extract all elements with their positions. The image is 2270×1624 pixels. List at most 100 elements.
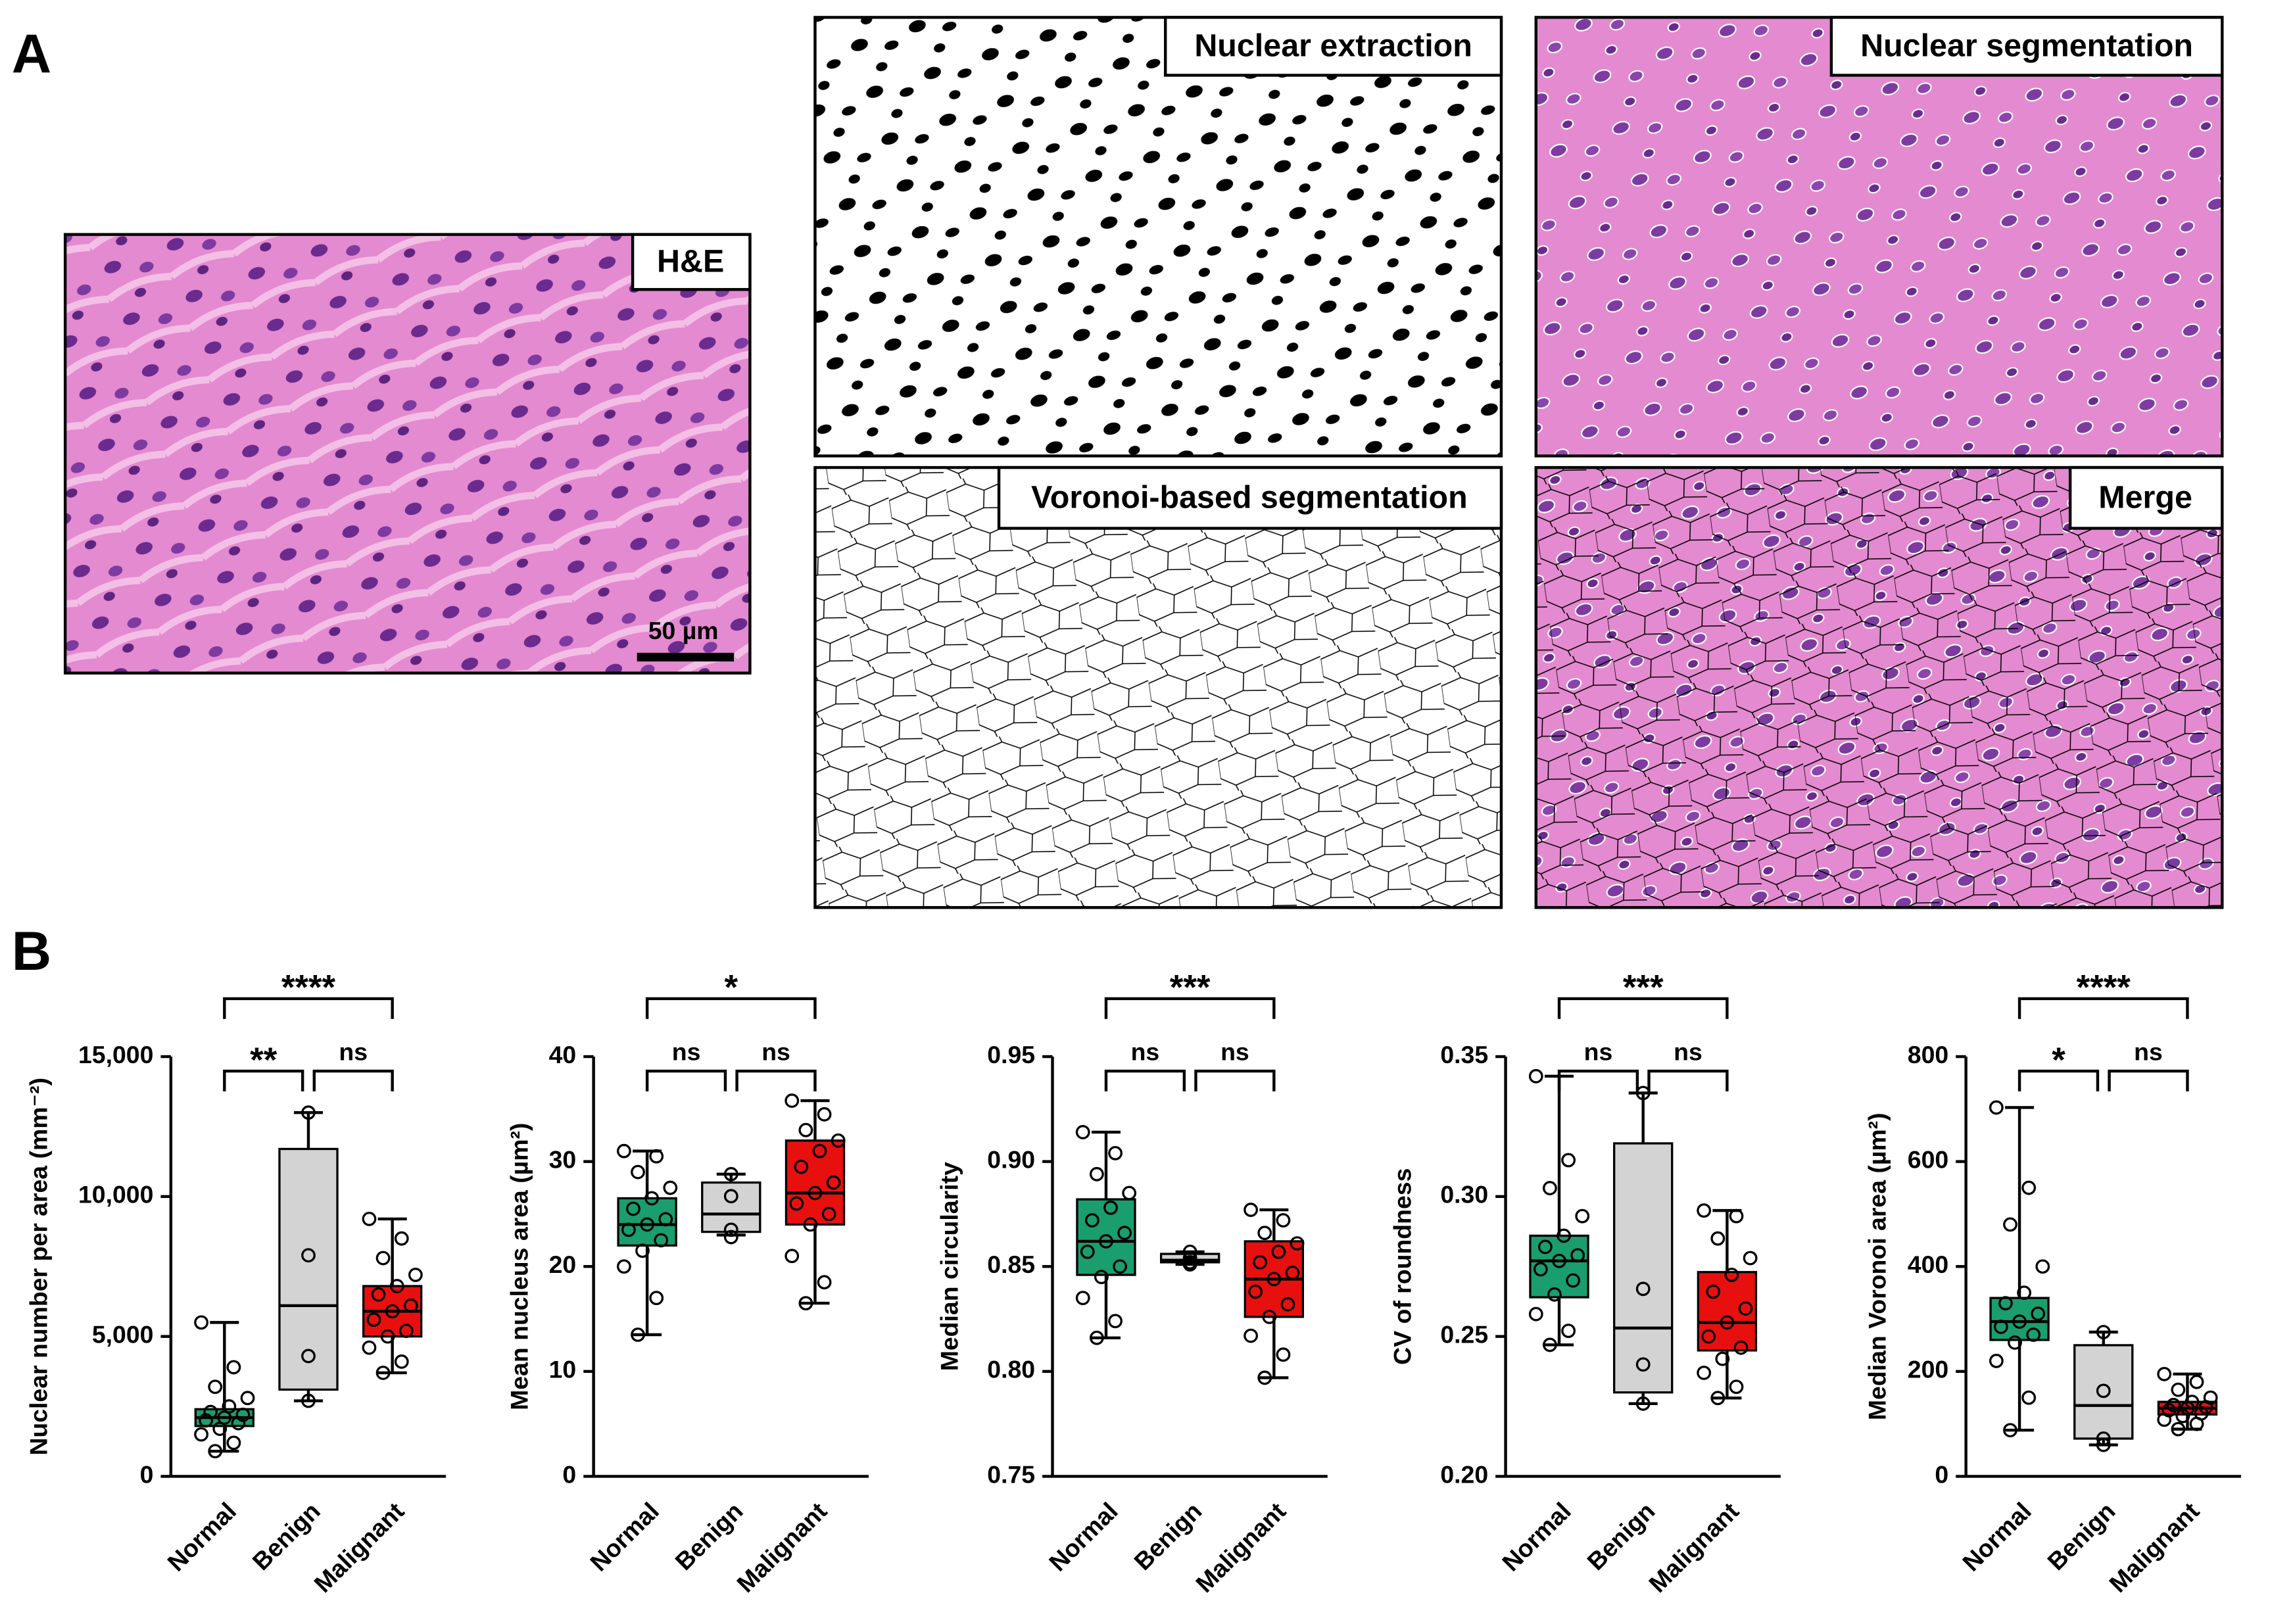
data-point [1743,1251,1758,1266]
significance-label: ns [1674,1038,1702,1066]
data-point [1724,1268,1739,1282]
data-point [644,1191,660,1206]
significance-label: ns [761,1038,790,1066]
data-point [1075,1125,1090,1139]
x-tick-label: Malignant [731,1497,832,1598]
data-point [2035,1259,2050,1274]
data-point [1729,1379,1744,1395]
voronoi-lines [813,466,1503,909]
x-tick-label: Benign [247,1497,326,1575]
data-point [1993,1320,2008,1334]
box [278,1147,339,1391]
x-tick-label: Malignant [308,1497,409,1598]
x-tick-label: Malignant [1643,1497,1744,1598]
data-point [1635,1357,1651,1372]
data-point [398,1324,414,1339]
data-point [631,1164,645,1180]
data-point [385,1304,400,1319]
data-point [1989,1100,2004,1115]
data-point [1117,1226,1132,1241]
significance-bracket [735,1069,817,1091]
data-point [1271,1245,1286,1259]
data-point [812,1143,827,1158]
data-point [723,1166,738,1182]
y-axis-label: Median circularity [935,1162,963,1371]
y-tick-label: 0.80 [987,1356,1035,1383]
data-point [1710,1231,1726,1246]
data-point [1566,1273,1581,1288]
data-point [1729,1208,1744,1224]
data-point [2003,1423,2017,1438]
data-point [1570,1248,1585,1263]
data-point [1528,1306,1543,1322]
significance-label: ns [2134,1038,2163,1066]
data-point [2012,1314,2027,1329]
data-point [2008,1335,2022,1350]
data-point [301,1349,316,1364]
y-tick-label: 800 [1908,1041,1948,1068]
data-point [1182,1257,1197,1272]
data-point [1285,1265,1300,1280]
data-point [621,1222,636,1237]
y-axis-label: CV of roundness [1388,1168,1416,1365]
data-point [194,1315,208,1330]
label-box [997,466,1503,530]
significance-label: **** [2077,968,2131,1007]
significance-bracket [2017,1069,2100,1091]
data-point [1276,1213,1291,1228]
y-axis-label: Nuclear number per area (mm⁻²) [25,1078,53,1456]
data-point [1998,1296,2013,1311]
data-point [649,1149,664,1164]
data-point [1248,1284,1263,1299]
y-tick-label: 40 [549,1041,577,1068]
y-tick-label: 10 [549,1356,577,1383]
data-point [1697,1203,1712,1218]
significance-bracket [223,1069,304,1091]
data-point [362,1340,377,1355]
data-point [1547,1287,1562,1302]
he-image [63,233,752,675]
y-tick-label: 0.95 [987,1041,1035,1068]
y-tick-label: 30 [549,1146,577,1174]
data-point [1715,1351,1730,1366]
image-label: Nuclear extraction [1194,28,1472,63]
data-point [1552,1253,1566,1268]
data-point [1089,1330,1104,1345]
data-point [1113,1259,1128,1274]
significance-label: * [2052,1041,2065,1080]
y-tick-label: 0 [140,1460,154,1488]
significance-bracket [1104,1069,1186,1091]
label-box [631,233,752,291]
data-point [2189,1416,2204,1431]
data-point [1720,1315,1735,1330]
data-point [394,1354,409,1369]
data-point [1701,1329,1716,1344]
box [2073,1344,2134,1440]
data-point [2031,1306,2046,1321]
data-point [1635,1281,1651,1297]
data-point [2171,1382,2186,1397]
nuclear-extraction-image [813,16,1503,458]
data-point [1543,1181,1557,1195]
y-axis-label: Median Voronoi area (µm²) [1863,1112,1891,1420]
data-point [1635,1086,1651,1101]
y-tick-label: 600 [1908,1146,1948,1174]
data-point [649,1291,664,1306]
significance-bracket [1647,1069,1729,1091]
data-point [1257,1226,1272,1241]
significance-bracket [1557,1069,1639,1091]
data-point [2175,1408,2190,1423]
image-label: Nuclear segmentation [1860,28,2193,63]
data-point [2017,1285,2032,1301]
data-point [808,1185,823,1201]
data-point [1099,1234,1113,1249]
y-tick-label: 0.85 [987,1251,1035,1278]
data-point [389,1279,404,1293]
data-point [2021,1390,2037,1405]
data-point [1635,1396,1651,1411]
data-point [831,1133,846,1148]
significance-label: ns [339,1038,368,1066]
data-point [2189,1374,2204,1389]
data-point [1103,1200,1118,1215]
